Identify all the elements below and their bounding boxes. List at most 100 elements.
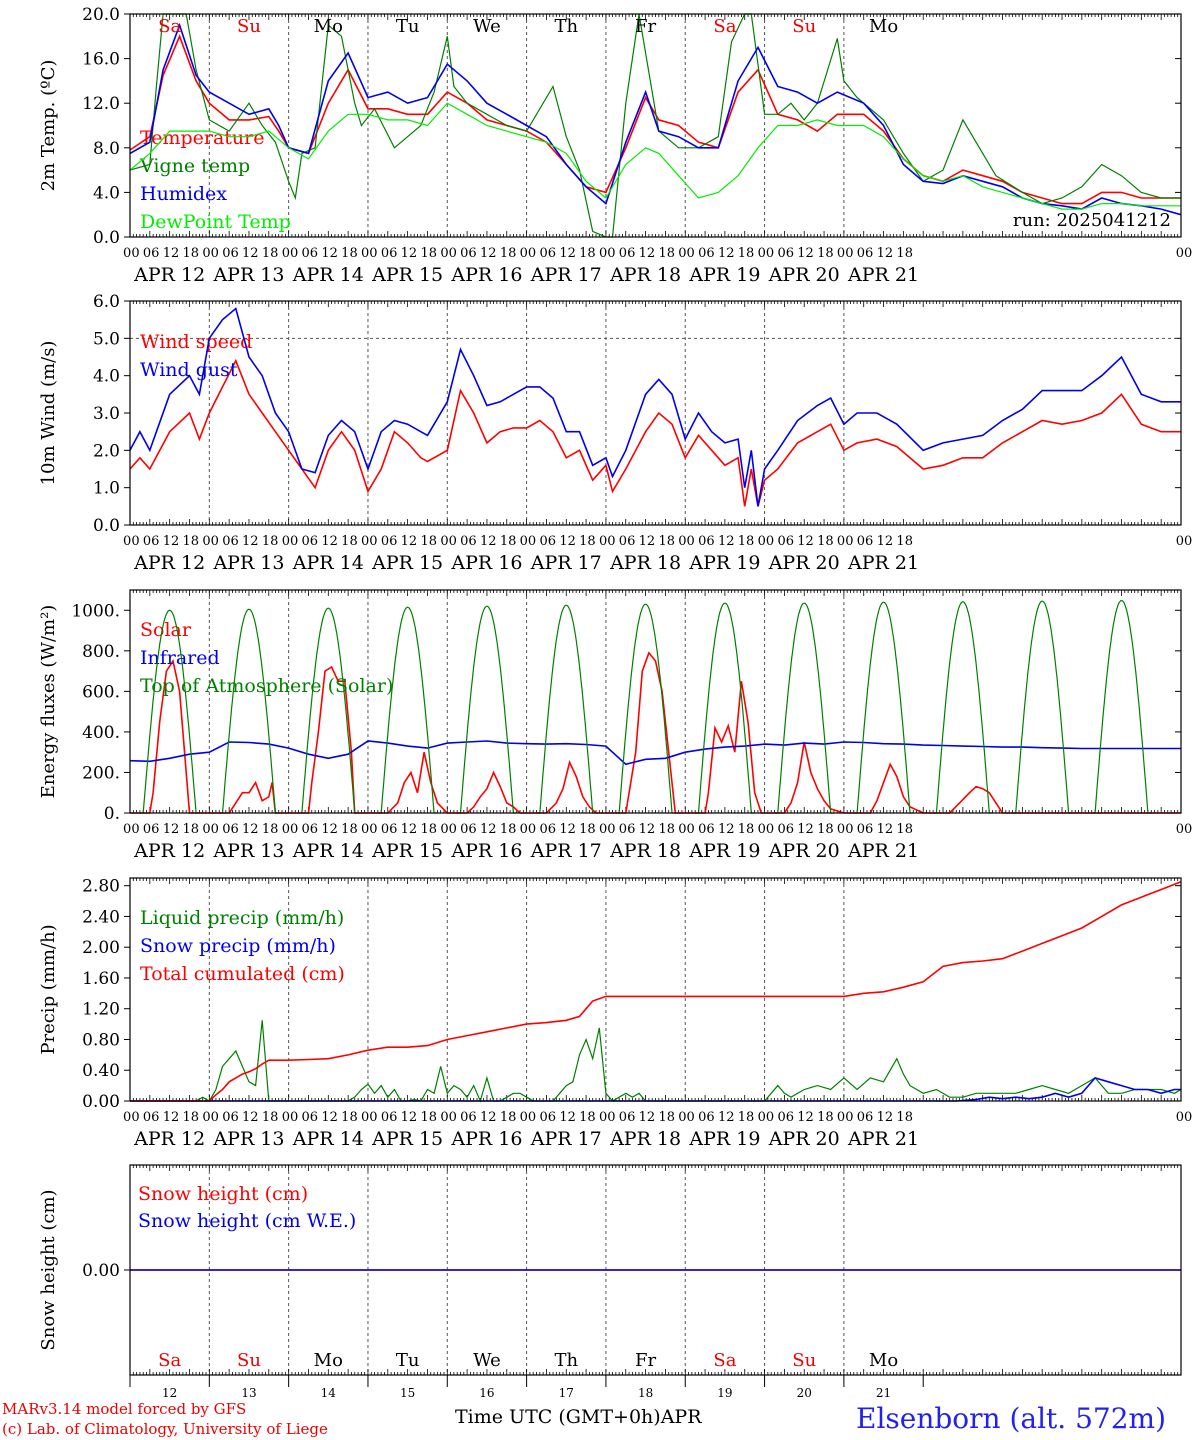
y-tick-label: 4.0: [93, 367, 120, 387]
hour-tick-label: 00: [361, 246, 378, 261]
date-label: APR 21: [847, 840, 919, 862]
hour-tick-label: 18: [341, 822, 358, 837]
date-label: APR 14: [292, 840, 364, 862]
hour-tick-label: 06: [698, 534, 715, 549]
hour-tick-label: 06: [539, 534, 556, 549]
hour-tick-label: 00: [440, 1110, 457, 1125]
hour-tick-label: 06: [539, 1110, 556, 1125]
series-line-snow-precip-mm-h-: [130, 1076, 1181, 1102]
panel-frame: [129, 589, 1182, 814]
legend-entry: Infrared: [140, 647, 220, 669]
day-number-label: 15: [400, 1386, 415, 1400]
day-number-label: 12: [162, 1386, 177, 1400]
toa-solar-dome: [457, 605, 517, 814]
hour-tick-label: 12: [639, 1110, 656, 1125]
y-tick-label: 2.00: [82, 938, 120, 958]
hour-tick-label: 00: [361, 1110, 378, 1125]
date-label: APR 17: [530, 1128, 602, 1150]
hour-tick-label: 12: [163, 822, 180, 837]
hour-tick-label: 18: [262, 822, 279, 837]
hour-tick-label: 00: [123, 246, 140, 261]
legend-entry: Liquid precip (mm/h): [140, 907, 344, 929]
hour-tick-label: 06: [619, 534, 636, 549]
hour-tick-label: 12: [321, 822, 338, 837]
series-line-dewpoint-temp: [129, 102, 1181, 210]
hour-tick-label: 18: [738, 822, 755, 837]
panel-3: 0. 200. 400. 600. 800. 1000. Energy fluxes (W/…: [38, 589, 1192, 862]
y-axis-label: Precip (mm/h): [38, 924, 59, 1054]
panel-frame: [129, 1164, 1182, 1376]
legend-entry: Total cumulated (cm): [140, 963, 345, 985]
day-name-top: We: [473, 16, 501, 37]
day-name-bottom: Mo: [869, 1350, 898, 1371]
date-label: APR 17: [530, 552, 602, 574]
toa-solar-dome: [139, 609, 200, 814]
hour-tick-label: 00: [1176, 246, 1193, 261]
y-tick-label: 2.80: [82, 877, 120, 897]
hour-tick-label: 12: [559, 1110, 576, 1125]
date-label: APR 12: [133, 552, 205, 574]
date-label: APR 15: [371, 264, 443, 286]
hour-tick-label: 18: [579, 534, 596, 549]
hour-tick-label: 12: [718, 1110, 735, 1125]
hour-tick-label: 18: [421, 534, 438, 549]
y-axis-label: 2m Temp. (ºC): [38, 60, 59, 192]
hour-tick-label: 06: [302, 246, 319, 261]
hour-tick-label: 18: [817, 1110, 834, 1125]
hour-tick-label: 00: [758, 1110, 775, 1125]
hour-tick-label: 00: [837, 1110, 854, 1125]
hour-tick-label: 06: [539, 822, 556, 837]
hour-tick-label: 18: [738, 246, 755, 261]
series-line-temperature: [129, 34, 1181, 205]
date-label: APR 18: [609, 840, 681, 862]
toa-solar-dome: [536, 604, 596, 814]
panel-frame: [129, 877, 1182, 1102]
date-label: APR 13: [212, 552, 284, 574]
hour-tick-label: 18: [262, 1110, 279, 1125]
hour-tick-label: 12: [559, 534, 576, 549]
hour-tick-label: 06: [381, 534, 398, 549]
hour-tick-label: 06: [777, 246, 794, 261]
date-label: APR 12: [133, 1128, 205, 1150]
toa-solar-dome: [219, 608, 279, 814]
y-tick-label: 12.0: [82, 94, 120, 114]
hour-tick-label: 12: [321, 246, 338, 261]
hour-tick-label: 18: [579, 246, 596, 261]
panel-frame: [129, 13, 1182, 238]
hour-tick-label: 00: [837, 822, 854, 837]
date-label: APR 18: [609, 1128, 681, 1150]
hour-tick-label: 12: [401, 1110, 418, 1125]
hour-tick-label: 00: [599, 246, 616, 261]
hour-tick-label: 18: [896, 822, 913, 837]
date-label: APR 14: [292, 552, 364, 574]
y-tick-label: 3.0: [93, 404, 120, 424]
y-tick-label: 2.0: [93, 441, 120, 461]
hour-tick-label: 06: [777, 1110, 794, 1125]
hour-tick-label: 12: [797, 534, 814, 549]
hour-tick-label: 18: [817, 822, 834, 837]
hour-tick-label: 00: [361, 534, 378, 549]
legend-entry: Wind speed: [140, 331, 252, 353]
lab-credit: (c) Lab. of Climatology, University of L…: [2, 1420, 328, 1438]
hour-tick-label: 06: [698, 246, 715, 261]
date-label: APR 15: [371, 840, 443, 862]
day-name-bottom: We: [473, 1350, 501, 1371]
day-number-label: 18: [638, 1386, 653, 1400]
y-axis-label: Snow height (cm): [38, 1189, 59, 1350]
hour-tick-label: 06: [381, 1110, 398, 1125]
hour-tick-label: 06: [143, 822, 160, 837]
hour-tick-label: 00: [1176, 534, 1193, 549]
series-line-vigne-temp: [129, 13, 1181, 238]
hour-tick-label: 06: [857, 1110, 874, 1125]
hour-tick-label: 00: [599, 534, 616, 549]
day-number-label: 14: [321, 1386, 337, 1400]
date-label: APR 16: [450, 264, 522, 286]
hour-tick-label: 12: [321, 534, 338, 549]
hour-tick-label: 12: [480, 822, 497, 837]
panel-5: 0.00 Snow height (cm) Snow height (cm) Snow…: [38, 1164, 1182, 1400]
run-label: run: 2025041212: [1013, 210, 1171, 231]
hour-tick-label: 12: [639, 822, 656, 837]
day-name-top: Mo: [869, 16, 898, 37]
hour-tick-label: 00: [123, 1110, 140, 1125]
hour-tick-label: 06: [619, 246, 636, 261]
